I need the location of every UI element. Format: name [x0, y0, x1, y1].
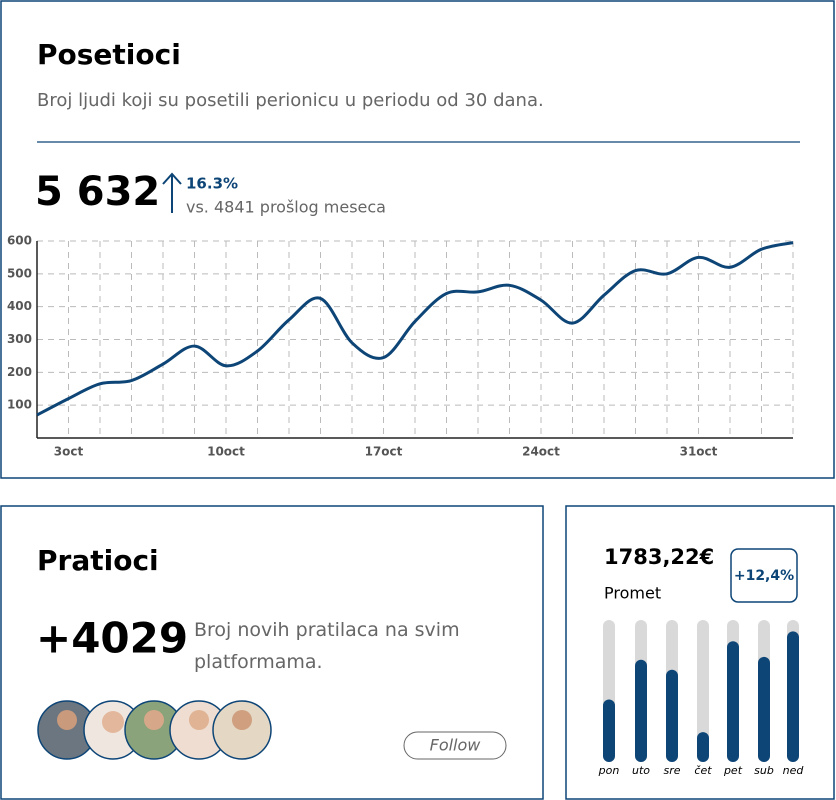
amount: 1783,22€: [604, 545, 714, 569]
count: +4029: [36, 614, 188, 663]
revenue-label: Promet: [604, 584, 661, 603]
x-tick-label: pon: [598, 764, 620, 777]
avatars: [37, 700, 272, 760]
up-arrow: [162, 172, 182, 213]
x-tick-label: sre: [663, 764, 680, 777]
x-tick-label: 24oct: [522, 445, 560, 459]
x-tick-label: čet: [694, 764, 712, 777]
change: 16.3%: [186, 175, 238, 193]
revenue-change: +12,4%: [734, 568, 794, 584]
followers-description: Broj novih pratilaca na svim platformama…: [194, 619, 460, 673]
bar: [635, 659, 647, 762]
followers-panel: [0, 505, 544, 800]
follow-button[interactable]: [403, 731, 507, 760]
bar: [758, 656, 770, 762]
x-tick-label: ned: [783, 764, 805, 777]
y-tick-label: 100: [7, 398, 32, 412]
x-tick-label: pet: [723, 764, 743, 777]
bar: [603, 699, 615, 762]
bar: [666, 669, 678, 762]
visitors-panel: [0, 0, 835, 479]
x-tick-label: uto: [632, 764, 650, 777]
x-tick-label: 31oct: [680, 445, 718, 459]
bar-track: [697, 620, 709, 762]
y-tick-label: 500: [7, 266, 32, 280]
x-tick-label: sub: [754, 764, 774, 777]
title: Pratioci: [37, 544, 159, 577]
y-tick-label: 600: [7, 234, 32, 248]
x-tick-label: 3oct: [54, 445, 84, 459]
x-tick-label: 10oct: [207, 445, 245, 459]
bar: [697, 732, 709, 762]
bar: [727, 641, 739, 762]
revenue-panel: [565, 505, 835, 800]
subtitle: Broj ljudi koji su posetili perionicu u …: [37, 90, 544, 111]
change-badge: [730, 548, 798, 603]
title: Posetioci: [37, 38, 181, 71]
follow-label[interactable]: Follow: [430, 736, 482, 755]
line: [36, 241, 794, 417]
y-tick-label: 300: [7, 332, 32, 346]
total: 5 632: [35, 169, 160, 215]
comparison: vs. 4841 prošlog meseca: [186, 198, 386, 217]
y-tick-label: 200: [7, 365, 32, 379]
bar: [787, 631, 799, 762]
y-tick-label: 400: [7, 299, 32, 313]
x-tick-label: 17oct: [365, 445, 403, 459]
